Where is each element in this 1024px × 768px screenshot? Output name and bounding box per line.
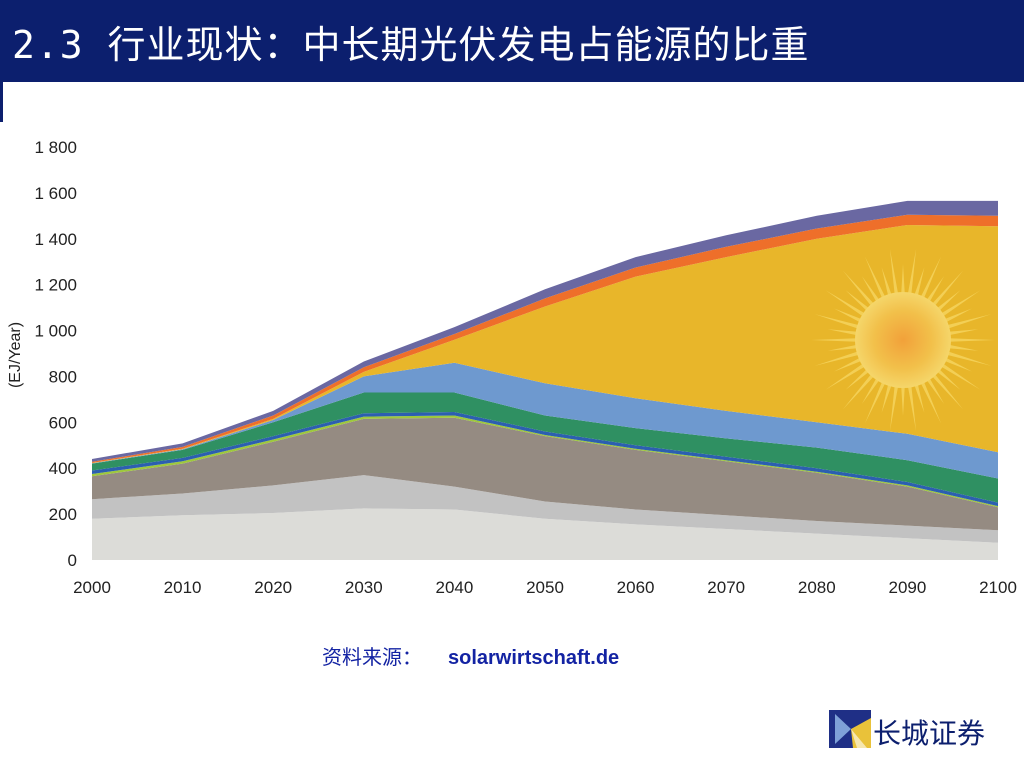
area-series-8 bbox=[92, 225, 998, 464]
x-tick-label: 2030 bbox=[345, 578, 383, 597]
y-tick-label: 0 bbox=[68, 551, 77, 570]
sun-rays bbox=[811, 248, 995, 432]
area-series-1 bbox=[92, 508, 998, 560]
area-series-7 bbox=[92, 362, 998, 479]
sun-icon bbox=[811, 248, 995, 432]
source-note: 资料来源： solarwirtschaft.de bbox=[322, 641, 619, 670]
x-tick-label: 2050 bbox=[526, 578, 564, 597]
y-tick-label: 1 600 bbox=[34, 184, 77, 203]
x-tick-label: 2100 bbox=[979, 578, 1017, 597]
sun-disc bbox=[855, 292, 951, 388]
y-tick-label: 800 bbox=[49, 367, 77, 386]
y-tick-label: 1 200 bbox=[34, 276, 77, 295]
y-axis-label: (EJ/Year) bbox=[7, 322, 24, 388]
title-bar-accent bbox=[0, 82, 3, 122]
y-axis-ticks: 0 200 400 600 800 1 000 1 200 1 400 1 600 1 800 bbox=[34, 138, 77, 570]
x-tick-label: 2040 bbox=[435, 578, 473, 597]
area-series-6 bbox=[92, 392, 998, 503]
y-tick-label: 200 bbox=[49, 505, 77, 524]
y-tick-label: 1 000 bbox=[34, 322, 77, 341]
y-tick-label: 1 400 bbox=[34, 230, 77, 249]
source-link[interactable]: solarwirtschaft.de bbox=[448, 647, 620, 669]
area-series-3 bbox=[92, 417, 998, 531]
stacked-area-chart: 0 200 400 600 800 1 000 1 200 1 400 1 600 1 800 2… bbox=[7, 138, 1017, 597]
page-title: 2.3 行业现状：中长期光伏发电占能源的比重 bbox=[12, 23, 810, 67]
title-bar: 2.3 行业现状：中长期光伏发电占能源的比重 bbox=[0, 0, 1024, 82]
area-series-2 bbox=[92, 475, 998, 543]
area-layers bbox=[92, 200, 998, 560]
x-tick-label: 2000 bbox=[73, 578, 111, 597]
x-tick-label: 2090 bbox=[888, 578, 926, 597]
y-tick-label: 600 bbox=[49, 413, 77, 432]
company-logo-icon bbox=[829, 710, 871, 748]
y-tick-label: 1 800 bbox=[34, 138, 77, 157]
x-tick-label: 2020 bbox=[254, 578, 292, 597]
x-tick-label: 2060 bbox=[617, 578, 655, 597]
company-logo-text: 长城证券 bbox=[873, 717, 986, 750]
source-label: 资料来源： bbox=[322, 645, 422, 669]
x-tick-label: 2080 bbox=[798, 578, 836, 597]
x-axis-ticks: 2000 2010 2020 2030 2040 2050 2060 2070 2080 2090… bbox=[73, 578, 1017, 597]
y-tick-label: 400 bbox=[49, 459, 77, 478]
x-tick-label: 2070 bbox=[707, 578, 745, 597]
x-tick-label: 2010 bbox=[164, 578, 202, 597]
